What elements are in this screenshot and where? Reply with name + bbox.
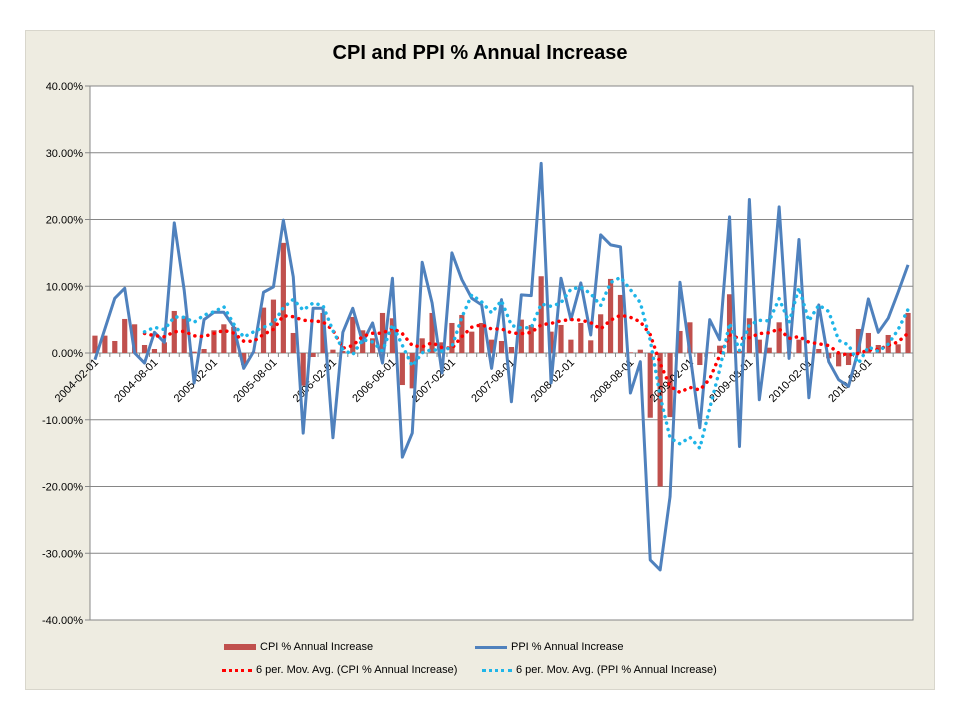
cpi-bar bbox=[498, 340, 505, 353]
cpi-bar bbox=[429, 312, 435, 353]
cpi-bar bbox=[845, 353, 852, 366]
cpi-bar bbox=[677, 330, 683, 353]
cpi-bar bbox=[132, 324, 138, 353]
cpi-bar bbox=[340, 350, 346, 353]
cpi-bar bbox=[379, 312, 386, 353]
cpi-bar bbox=[201, 348, 207, 353]
cpi-bar bbox=[122, 318, 128, 353]
cpi-bar bbox=[300, 353, 306, 386]
legend-label: CPI % Annual Increase bbox=[260, 641, 374, 653]
cpi-bar bbox=[270, 299, 277, 353]
cpi-bar bbox=[231, 326, 237, 353]
cpi-bar bbox=[508, 346, 515, 353]
cpi-bar bbox=[836, 353, 842, 367]
cpi-bar bbox=[221, 324, 227, 353]
y-tick-label: 20.00% bbox=[46, 215, 84, 227]
cpi-bar bbox=[260, 307, 267, 353]
cpi-bar bbox=[707, 352, 713, 353]
cpi-bar bbox=[588, 340, 594, 353]
cpi-bar bbox=[102, 335, 108, 353]
cpi-bar bbox=[538, 276, 544, 353]
cpi-bar bbox=[92, 335, 98, 353]
cpi-bar bbox=[350, 316, 356, 353]
cpi-bar bbox=[717, 345, 723, 353]
legend-item-cpi-ma: 6 per. Mov. Avg. (CPI % Annual Increase) bbox=[222, 664, 457, 676]
cpi-bar bbox=[518, 319, 524, 353]
cpi-bar bbox=[647, 353, 653, 418]
cpi-bar bbox=[280, 242, 286, 353]
cpi-bar bbox=[459, 314, 465, 353]
cpi-bar bbox=[369, 338, 376, 353]
cpi-bar bbox=[290, 332, 296, 353]
y-tick-label: -30.00% bbox=[42, 548, 83, 560]
cpi-bar bbox=[171, 310, 177, 353]
cpi-bar bbox=[726, 294, 733, 353]
cpi-bar bbox=[617, 294, 624, 353]
cpi-bar bbox=[598, 314, 604, 353]
cpi-bar bbox=[637, 349, 643, 353]
cpi-bar bbox=[320, 312, 326, 353]
y-tick-label: -20.00% bbox=[42, 482, 83, 494]
legend-item-ppi: PPI % Annual Increase bbox=[475, 641, 624, 653]
y-tick-label: -10.00% bbox=[42, 415, 83, 427]
legend-swatch-bar bbox=[224, 644, 256, 650]
y-tick-label: 10.00% bbox=[46, 281, 84, 293]
cpi-bar bbox=[816, 348, 822, 353]
cpi-bar bbox=[528, 324, 534, 353]
legend-item-cpi: CPI % Annual Increase bbox=[224, 641, 373, 653]
chart-title: CPI and PPI % Annual Increase bbox=[332, 42, 628, 64]
cpi-bar bbox=[161, 342, 167, 353]
legend-swatch-dotted-red bbox=[222, 668, 252, 672]
cpi-bar bbox=[241, 353, 247, 366]
cpi-bar bbox=[687, 322, 693, 353]
legend-label: 6 per. Mov. Avg. (CPI % Annual Increase) bbox=[256, 664, 458, 676]
cpi-bar bbox=[697, 353, 703, 366]
legend-swatch-line bbox=[475, 645, 507, 649]
ppi-moving-average bbox=[142, 275, 910, 452]
cpi-bar bbox=[627, 352, 634, 353]
cpi-bar bbox=[746, 318, 752, 353]
cpi-bar bbox=[310, 353, 316, 358]
cpi-bar bbox=[776, 322, 782, 353]
cpi-bar bbox=[191, 351, 197, 353]
y-tick-label: 0.00% bbox=[52, 348, 83, 360]
legend-item-ppi-ma: 6 per. Mov. Avg. (PPI % Annual Increase) bbox=[482, 664, 717, 676]
cpi-bar bbox=[479, 322, 485, 353]
cpi-bar bbox=[766, 347, 772, 353]
y-tick-label: -40.00% bbox=[42, 615, 83, 627]
cpi-bar bbox=[796, 339, 802, 353]
cpi-bar bbox=[151, 348, 158, 353]
cpi-moving-average bbox=[142, 313, 910, 395]
cpi-bar bbox=[389, 318, 396, 353]
cpi-bar bbox=[548, 331, 554, 353]
legend-label: 6 per. Mov. Avg. (PPI % Annual Increase) bbox=[516, 664, 717, 676]
cpi-bar bbox=[855, 328, 862, 353]
cpi-bar bbox=[469, 331, 475, 353]
y-tick-label: 30.00% bbox=[46, 148, 84, 160]
cpi-bar bbox=[112, 340, 118, 353]
cpi-bar bbox=[399, 353, 405, 386]
cpi-bar bbox=[141, 344, 148, 353]
cpi-bar bbox=[488, 339, 495, 353]
cpi-bar bbox=[181, 316, 187, 353]
cpi-bar bbox=[211, 330, 217, 353]
cpi-bar bbox=[409, 353, 415, 389]
legend-label: PPI % Annual Increase bbox=[511, 641, 624, 653]
cpi-bar bbox=[905, 312, 911, 353]
cpi-bar bbox=[895, 344, 901, 353]
cpi-bar bbox=[865, 332, 871, 353]
cpi-bar bbox=[449, 322, 455, 353]
y-tick-label: 40.00% bbox=[46, 81, 84, 93]
cpi-bar bbox=[756, 339, 762, 353]
cpi-bar bbox=[657, 353, 663, 487]
cpi-bar bbox=[806, 352, 812, 353]
cpi-bar bbox=[568, 339, 574, 353]
cpi-bar bbox=[607, 278, 614, 353]
cpi-bar bbox=[330, 349, 336, 353]
cpi-bar bbox=[578, 322, 584, 353]
cpi-bar bbox=[558, 324, 564, 353]
legend-swatch-dotted-cyan bbox=[482, 668, 512, 672]
